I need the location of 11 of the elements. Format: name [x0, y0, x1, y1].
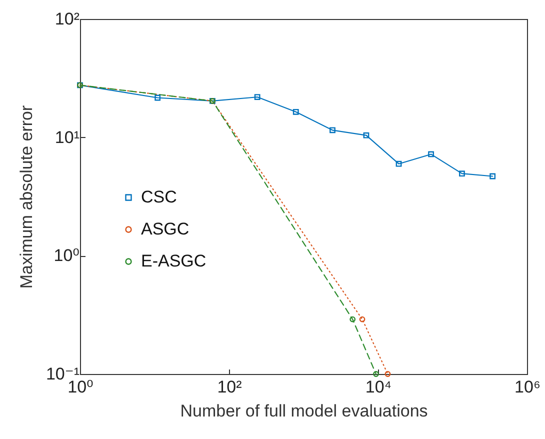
x-axis-title: Number of full model evaluations — [180, 402, 428, 420]
legend-label: CSC — [141, 188, 177, 206]
legend-label: E-ASGC — [141, 252, 206, 270]
y-tick-label: 10¹ — [54, 128, 80, 147]
y-axis-title: Maximum absolute error — [16, 105, 36, 289]
y-tick-label: 10⁰ — [54, 246, 80, 266]
x-tick-label: 10⁶ — [514, 378, 540, 396]
legend-label: ASGC — [141, 220, 190, 238]
y-tick-label: 10² — [54, 10, 80, 28]
x-tick-label: 10⁴ — [365, 378, 392, 396]
x-tick-label: 10² — [217, 378, 242, 396]
